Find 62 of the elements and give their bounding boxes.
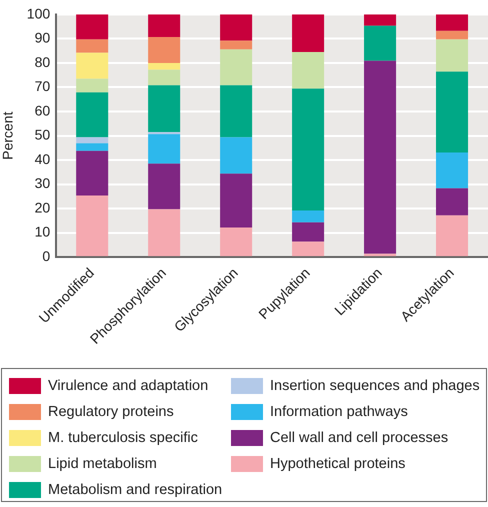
bar bbox=[148, 164, 180, 210]
bar bbox=[148, 134, 180, 164]
y-tick-label: 10 bbox=[34, 224, 50, 240]
legend-label: M. tuberculosis specific bbox=[48, 430, 198, 446]
y-tick-label: 0 bbox=[42, 248, 50, 264]
bar bbox=[364, 60, 396, 254]
bar bbox=[436, 72, 468, 153]
y-tick-label: 50 bbox=[34, 126, 50, 143]
bar bbox=[364, 26, 396, 61]
y-tick-label: 30 bbox=[34, 175, 50, 192]
y-tick-label: 90 bbox=[34, 30, 50, 46]
y-tick-label: 20 bbox=[34, 199, 50, 216]
legend-label: Insertion sequences and phages bbox=[270, 378, 480, 394]
bar bbox=[292, 242, 324, 256]
bar bbox=[148, 209, 180, 256]
bar bbox=[436, 30, 468, 40]
bar bbox=[220, 174, 252, 228]
y-axis-title: Percent bbox=[0, 112, 16, 160]
y-tick-label: 100 bbox=[26, 5, 50, 22]
bar bbox=[220, 85, 252, 138]
bar bbox=[76, 143, 108, 151]
legend-label: Metabolism and respiration bbox=[48, 482, 222, 498]
bar bbox=[220, 40, 252, 50]
bar bbox=[220, 228, 252, 256]
bar bbox=[220, 137, 252, 174]
legend-label: Regulatory proteins bbox=[48, 404, 174, 420]
bar bbox=[148, 70, 180, 86]
bar bbox=[76, 137, 108, 144]
legend-label: Virulence and adaptation bbox=[48, 378, 208, 394]
bar bbox=[148, 85, 180, 132]
bar bbox=[436, 188, 468, 216]
bar bbox=[436, 14, 468, 31]
y-tick-label: 40 bbox=[34, 150, 50, 167]
bar bbox=[364, 254, 396, 256]
bar bbox=[76, 52, 108, 79]
legend-label: Information pathways bbox=[270, 404, 408, 420]
bar bbox=[436, 39, 468, 72]
bar bbox=[292, 88, 324, 211]
bar bbox=[148, 62, 180, 70]
bar bbox=[76, 78, 108, 92]
bar bbox=[436, 152, 468, 188]
bar bbox=[76, 195, 108, 256]
bar bbox=[292, 52, 324, 89]
bar bbox=[292, 210, 324, 222]
legend-label: Cell wall and cell processes bbox=[270, 430, 448, 446]
bar bbox=[76, 39, 108, 53]
bar bbox=[76, 14, 108, 40]
bar bbox=[292, 14, 324, 52]
bar bbox=[220, 14, 252, 41]
y-tick-label: 60 bbox=[34, 102, 50, 118]
bar bbox=[148, 36, 180, 63]
bar bbox=[220, 49, 252, 86]
bar bbox=[76, 92, 108, 138]
legend-label: Lipid metabolism bbox=[48, 456, 157, 472]
legend-label: Hypothetical proteins bbox=[270, 456, 406, 472]
bar bbox=[436, 215, 468, 256]
bar bbox=[76, 150, 108, 196]
y-tick-label: 70 bbox=[34, 78, 50, 94]
bar bbox=[292, 222, 324, 242]
bar bbox=[148, 14, 180, 37]
y-tick-label: 80 bbox=[34, 54, 50, 70]
bar bbox=[364, 14, 396, 26]
